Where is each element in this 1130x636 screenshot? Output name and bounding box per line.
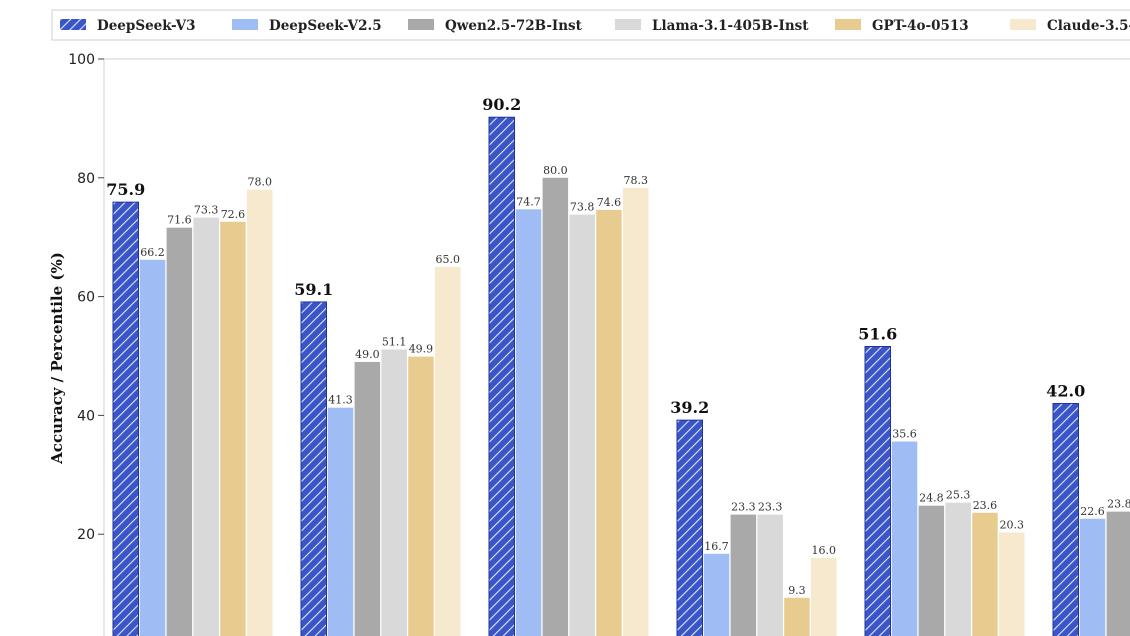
value-label-primary: 42.0: [1046, 382, 1085, 401]
value-label: 16.7: [704, 540, 729, 553]
legend-label: GPT-4o-0513: [872, 18, 969, 34]
bar: [999, 532, 1025, 636]
value-label: 66.2: [140, 246, 165, 259]
bar: [864, 345, 891, 636]
legend-swatch: [408, 19, 434, 30]
y-axis-ticks: 20 40 60 80 100: [68, 52, 104, 543]
value-label-primary: 59.1: [294, 280, 333, 299]
bar: [408, 356, 434, 636]
bar: [435, 266, 461, 636]
bar: [1052, 403, 1079, 636]
value-label: 71.6: [167, 214, 192, 227]
legend-swatch: [232, 19, 258, 30]
bar: [972, 512, 998, 636]
bars: [112, 116, 1130, 636]
value-label: 51.1: [382, 335, 407, 348]
value-label-primary: 39.2: [670, 398, 709, 417]
value-label: 22.6: [1080, 505, 1105, 518]
legend-label: DeepSeek-V3: [97, 18, 196, 34]
y-tick-label: 100: [68, 52, 95, 68]
value-label: 23.8: [1107, 498, 1130, 511]
bar: [891, 441, 918, 636]
value-label: 74.7: [516, 195, 541, 208]
value-label-primary: 51.6: [858, 324, 897, 343]
bar: [676, 419, 703, 636]
bar: [381, 349, 407, 636]
bar: [1079, 518, 1106, 636]
value-label: 20.3: [1000, 518, 1025, 531]
bar: [488, 116, 515, 636]
value-label: 78.3: [624, 174, 649, 187]
value-label: 73.3: [194, 204, 219, 217]
bar: [811, 557, 837, 636]
value-label: 16.0: [812, 544, 837, 557]
bar: [542, 177, 569, 636]
value-label: 25.3: [946, 489, 971, 502]
value-label: 65.0: [436, 253, 461, 266]
legend-swatch: [615, 19, 641, 30]
value-label: 9.3: [788, 584, 806, 597]
bar: [918, 505, 945, 636]
y-axis-label: Accuracy / Percentile (%): [48, 252, 66, 465]
bar: [300, 301, 327, 636]
value-label-primary: 75.9: [106, 180, 145, 199]
bar: [112, 201, 139, 636]
bar: [166, 227, 193, 636]
bar: [730, 514, 757, 636]
bar: [569, 214, 595, 636]
value-label: 35.6: [892, 428, 917, 441]
legend: [51, 9, 1130, 41]
bar: [703, 553, 730, 636]
value-label: 49.9: [409, 343, 434, 356]
value-label: 49.0: [355, 348, 380, 361]
value-label: 73.8: [570, 201, 595, 214]
bar: [757, 514, 783, 636]
plot-area: [103, 58, 1130, 636]
value-label: 23.6: [973, 499, 998, 512]
bar: [1106, 511, 1130, 636]
bar: [139, 259, 166, 636]
value-label: 23.3: [758, 501, 783, 514]
value-label: 80.0: [543, 164, 568, 177]
legend-swatch: [1010, 19, 1036, 30]
bar: [515, 209, 542, 636]
value-label-primary: 90.2: [482, 95, 521, 114]
bar: [784, 597, 810, 636]
bar: [596, 209, 622, 636]
y-tick-label: 60: [77, 290, 95, 306]
y-tick-label: 80: [77, 171, 95, 187]
y-tick-label: 40: [77, 408, 95, 424]
bar: [623, 187, 649, 636]
value-labels: 75.9 66.2 71.673.3 72.6 78.0 59.1 41.3 49.051.1…: [106, 95, 1130, 597]
value-label: 74.6: [597, 196, 622, 209]
legend-label: Claude-3.5-S: [1047, 18, 1130, 34]
legend-swatch: [60, 19, 86, 30]
legend-label: Qwen2.5-72B-Inst: [445, 18, 583, 34]
value-label: 41.3: [328, 394, 353, 407]
value-label: 78.0: [248, 176, 273, 189]
y-tick-label: 20: [77, 527, 95, 543]
bar: [327, 407, 354, 636]
legend-label: DeepSeek-V2.5: [269, 18, 382, 34]
bar: [247, 189, 273, 636]
value-label: 23.3: [731, 501, 756, 514]
bar: [193, 217, 219, 636]
legend-label: Llama-3.1-405B-Inst: [652, 18, 809, 34]
legend-items: DeepSeek-V3 DeepSeek-V2.5 Qwen2.5-72B-Inst…: [60, 18, 1130, 34]
value-label: 72.6: [221, 208, 246, 221]
bar: [220, 221, 246, 636]
value-label: 24.8: [919, 492, 944, 505]
bar: [945, 502, 971, 636]
bar: [354, 361, 381, 636]
legend-swatch: [835, 19, 861, 30]
